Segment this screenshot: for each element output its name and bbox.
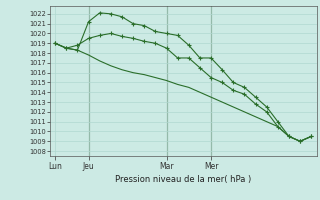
X-axis label: Pression niveau de la mer( hPa ): Pression niveau de la mer( hPa ) <box>115 175 251 184</box>
